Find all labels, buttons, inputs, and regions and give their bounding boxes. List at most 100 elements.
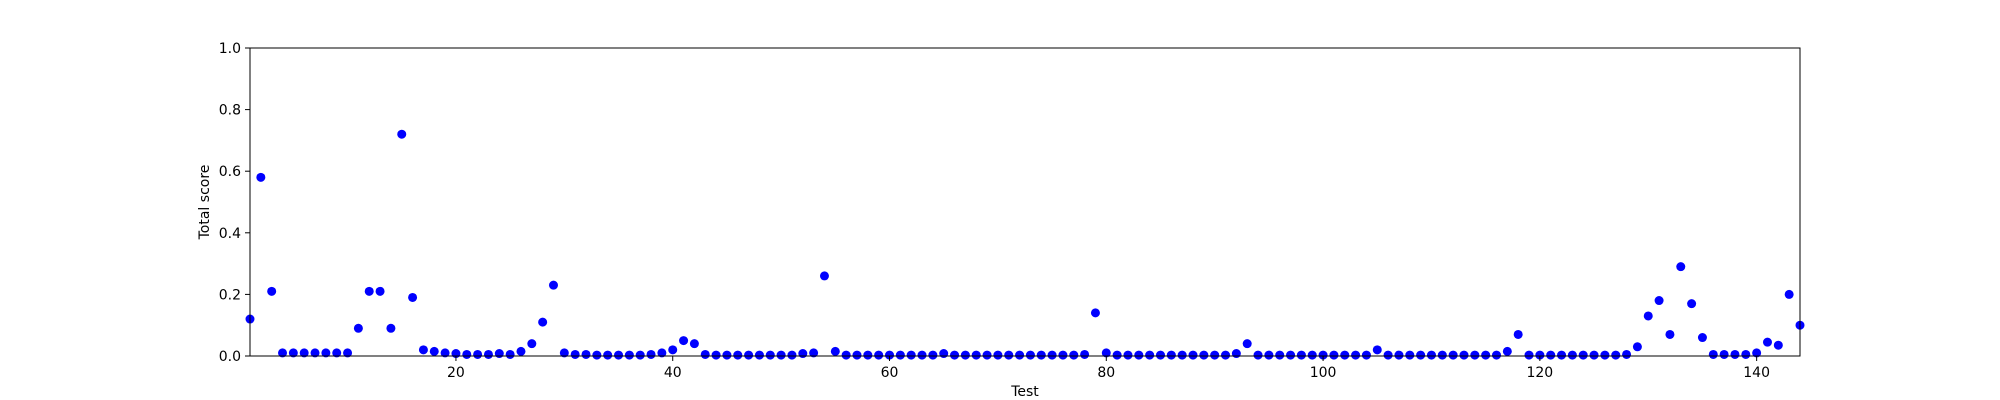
data-point xyxy=(1470,350,1480,360)
data-point xyxy=(1166,350,1176,360)
data-point xyxy=(1632,342,1642,352)
data-point xyxy=(1741,349,1751,359)
data-point xyxy=(950,350,960,360)
y-tick-label: 0.0 xyxy=(219,349,241,365)
y-tick-label: 0.8 xyxy=(219,103,241,119)
data-point xyxy=(299,348,309,358)
data-point xyxy=(1025,350,1035,360)
data-point xyxy=(1004,350,1014,360)
data-point xyxy=(603,350,613,360)
data-point xyxy=(548,280,558,290)
data-point xyxy=(1047,350,1057,360)
data-point xyxy=(1719,349,1729,359)
data-point xyxy=(700,349,710,359)
data-point xyxy=(1513,329,1523,339)
data-point xyxy=(462,349,472,359)
x-tick-label: 80 xyxy=(1097,365,1115,381)
data-point xyxy=(689,339,699,349)
data-point xyxy=(1730,349,1740,359)
data-point xyxy=(288,348,298,358)
data-point xyxy=(679,336,689,346)
data-point xyxy=(874,350,884,360)
data-point xyxy=(614,350,624,360)
data-point xyxy=(418,345,428,355)
data-point xyxy=(332,348,342,358)
data-point xyxy=(765,350,775,360)
data-point xyxy=(1069,350,1079,360)
y-tick-label: 0.6 xyxy=(219,164,241,180)
data-point xyxy=(397,129,407,139)
x-tick-label: 120 xyxy=(1526,365,1553,381)
data-point xyxy=(960,350,970,360)
data-point xyxy=(1405,350,1415,360)
data-point xyxy=(310,348,320,358)
data-point xyxy=(1101,348,1111,358)
x-tick-label: 100 xyxy=(1310,365,1337,381)
data-point xyxy=(895,350,905,360)
data-point xyxy=(1687,299,1697,309)
data-point xyxy=(1383,350,1393,360)
data-point xyxy=(1296,350,1306,360)
data-point xyxy=(1188,350,1198,360)
plot-area-frame xyxy=(249,47,1801,357)
data-point xyxy=(1231,349,1241,359)
data-point xyxy=(635,350,645,360)
data-point xyxy=(1437,350,1447,360)
data-point xyxy=(1329,350,1339,360)
data-point xyxy=(1253,350,1263,360)
data-point xyxy=(1394,350,1404,360)
data-point xyxy=(473,349,483,359)
data-point xyxy=(527,339,537,349)
data-point xyxy=(1665,329,1675,339)
data-point xyxy=(1481,350,1491,360)
data-point xyxy=(343,348,353,358)
data-point xyxy=(841,350,851,360)
x-tick-label: 40 xyxy=(664,365,682,381)
data-point xyxy=(1502,346,1512,356)
data-point xyxy=(505,349,515,359)
data-point xyxy=(993,350,1003,360)
data-point xyxy=(906,350,916,360)
y-tick-label: 0.2 xyxy=(219,287,241,303)
data-point xyxy=(516,346,526,356)
data-point xyxy=(1264,350,1274,360)
data-point xyxy=(733,350,743,360)
data-point xyxy=(1275,350,1285,360)
data-point xyxy=(939,349,949,359)
data-point xyxy=(364,286,374,296)
data-point xyxy=(278,348,288,358)
data-point xyxy=(321,348,331,358)
x-tick-label: 60 xyxy=(881,365,899,381)
data-point xyxy=(1492,350,1502,360)
data-point xyxy=(570,349,580,359)
data-point xyxy=(1600,350,1610,360)
data-point xyxy=(1318,350,1328,360)
data-point xyxy=(852,350,862,360)
x-tick-label: 20 xyxy=(447,365,465,381)
data-point xyxy=(657,348,667,358)
data-point xyxy=(1676,262,1686,272)
data-point xyxy=(440,348,450,358)
data-point xyxy=(1134,350,1144,360)
data-point xyxy=(1611,350,1621,360)
data-point xyxy=(1416,350,1426,360)
data-point xyxy=(1307,350,1317,360)
data-point xyxy=(1058,350,1068,360)
data-point xyxy=(722,350,732,360)
data-point xyxy=(1199,350,1209,360)
data-point xyxy=(1426,350,1436,360)
data-point xyxy=(1643,311,1653,321)
data-point xyxy=(1622,349,1632,359)
data-point xyxy=(1351,350,1361,360)
data-point xyxy=(1567,350,1577,360)
data-point xyxy=(798,349,808,359)
data-point xyxy=(1221,350,1231,360)
data-point xyxy=(1773,340,1783,350)
data-point xyxy=(1524,350,1534,360)
data-point xyxy=(971,350,981,360)
data-point xyxy=(1080,349,1090,359)
data-point xyxy=(1589,350,1599,360)
data-point xyxy=(646,349,656,359)
data-point xyxy=(787,350,797,360)
